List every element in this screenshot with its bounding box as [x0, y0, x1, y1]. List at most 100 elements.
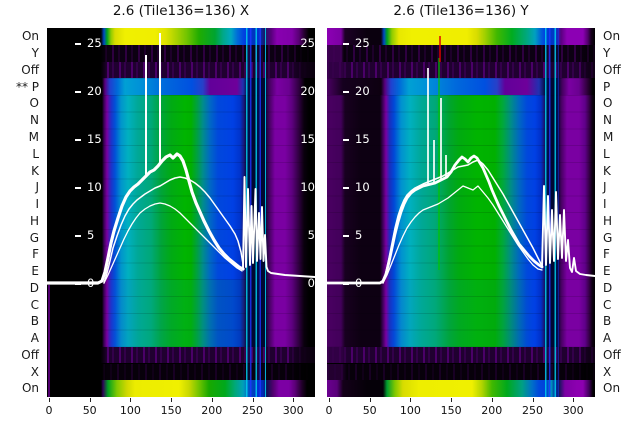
row-label: ** P	[15, 79, 39, 94]
row-label: Off	[21, 62, 39, 77]
x-tick-label: 250	[522, 404, 543, 417]
row-label: N	[30, 113, 39, 128]
panel-y: 2.6 (Tile136=136) Y 25 20 15 10 5 0 0 50 100 150…	[325, 0, 595, 440]
y-tick-label: 0	[343, 276, 595, 290]
overlay-curves	[47, 33, 315, 285]
tick-dash-icon	[343, 282, 349, 285]
x-tick-mark	[89, 398, 91, 402]
x-tick-label: 50	[362, 404, 377, 417]
row-label: H	[603, 213, 613, 228]
row-label: F	[32, 247, 39, 262]
y-tick-label: 15	[75, 132, 315, 146]
x-tick-label: 150	[160, 404, 182, 417]
heatmap-row-p	[327, 78, 595, 96]
y-tick-text: 0	[87, 276, 95, 290]
y-tick-label: 5	[75, 228, 315, 242]
x-tick-mark	[171, 398, 173, 402]
row-label: G	[29, 230, 39, 245]
x-tick-label: 0	[325, 404, 333, 417]
y-tick-text: 15	[87, 132, 102, 146]
x-tick-label: 50	[82, 404, 97, 417]
row-label: On	[21, 381, 39, 396]
row-label: F	[603, 247, 610, 262]
tick-dash-icon	[343, 42, 349, 45]
row-label: X	[603, 364, 612, 379]
row-label: M	[603, 129, 614, 144]
y-tick-label-right: 10	[300, 180, 315, 194]
heatmap-row-boundaries	[47, 78, 315, 347]
y-tick-label-right: 5	[307, 228, 315, 242]
heatmap-row-y	[327, 44, 595, 62]
x-tick-mark	[211, 398, 213, 402]
row-label: B	[603, 314, 612, 329]
left-edge-purple-line	[48, 285, 50, 397]
y-tick-label-right: 25	[300, 36, 315, 50]
y-tick-label: 15	[343, 132, 595, 146]
row-label: M	[28, 129, 39, 144]
y-tick-label: 10	[343, 180, 595, 194]
row-label: O	[29, 96, 39, 111]
heatmap-main-block	[47, 78, 315, 347]
y-tick-text: 5	[87, 228, 95, 242]
tick-dash-icon	[75, 234, 81, 237]
row-label: On	[603, 29, 621, 44]
x-tick-mark	[410, 398, 412, 402]
row-label: Off	[603, 62, 621, 77]
panel-x: 2.6 (Tile136=136) X 25 25 20 20 15 15 10 10 5 5 0 0…	[46, 0, 315, 440]
tick-dash-icon	[75, 42, 81, 45]
y-tick-text: 10	[355, 180, 370, 194]
y-tick-label: 0	[75, 276, 315, 290]
row-label: X	[30, 364, 39, 379]
row-label: A	[603, 331, 612, 346]
y-tick-label-right: 0	[307, 276, 315, 290]
tick-dash-icon	[343, 90, 349, 93]
heatmap-lower-rows-tint	[47, 279, 315, 347]
x-tick-label: 100	[119, 404, 141, 417]
y-tick-label: 25	[75, 36, 315, 50]
row-label: E	[603, 264, 611, 279]
row-label: G	[603, 230, 613, 245]
row-label: I	[35, 197, 39, 212]
row-labels-left: On Y Off ** P O N M L K J I H G F E D C B A Off X On	[0, 28, 41, 397]
row-label: D	[29, 280, 39, 295]
panel-x-title: 2.6 (Tile136=136) X	[112, 3, 250, 19]
x-tick-mark	[451, 398, 453, 402]
spectrum-curve-thin-b	[103, 202, 243, 284]
tick-dash-icon	[75, 282, 81, 285]
x-tick-mark	[491, 398, 493, 402]
row-label: Off	[603, 347, 621, 362]
heatmap-row-off-top	[327, 61, 595, 79]
x-tick-mark	[49, 398, 50, 402]
tick-dash-icon	[343, 138, 349, 141]
x-tick-label: 300	[282, 404, 304, 417]
tick-dash-icon	[75, 186, 81, 189]
row-label: P	[603, 79, 611, 94]
x-tick-label: 200	[481, 404, 503, 417]
row-label: Y	[31, 46, 39, 61]
row-label: O	[603, 96, 613, 111]
row-labels-right: On Y Off P O N M L K J I H G F E D C B A Off X On	[601, 28, 640, 397]
row-label: L	[603, 146, 610, 161]
x-tick-label: 250	[242, 404, 263, 417]
spectrum-curve-thin-a	[103, 176, 244, 284]
row-label: K	[603, 163, 611, 178]
y-tick-text: 20	[87, 84, 102, 98]
y-tick-label: 25	[343, 36, 595, 50]
x-tick-mark	[532, 398, 534, 402]
tick-dash-icon	[343, 234, 349, 237]
x-tick-label: 100	[399, 404, 421, 417]
row-label: A	[30, 331, 39, 346]
tick-dash-icon	[75, 90, 81, 93]
row-label: D	[603, 280, 613, 295]
panel-x-xaxis: 0 50 100 150 200 250 300	[46, 397, 315, 427]
y-tick-label: 20	[343, 84, 595, 98]
heatmap-row-on-bottom	[327, 380, 595, 397]
y-tick-label-right: 15	[300, 132, 315, 146]
panel-y-heatmap: 25 20 15 10 5 0	[327, 28, 595, 397]
y-tick-text: 20	[355, 84, 370, 98]
y-tick-text: 25	[355, 36, 370, 50]
spectrum-curve-thin-a	[382, 159, 543, 284]
y-tick-text: 15	[355, 132, 370, 146]
x-tick-mark	[293, 398, 295, 402]
heatmap-row-off-bottom	[327, 346, 595, 364]
